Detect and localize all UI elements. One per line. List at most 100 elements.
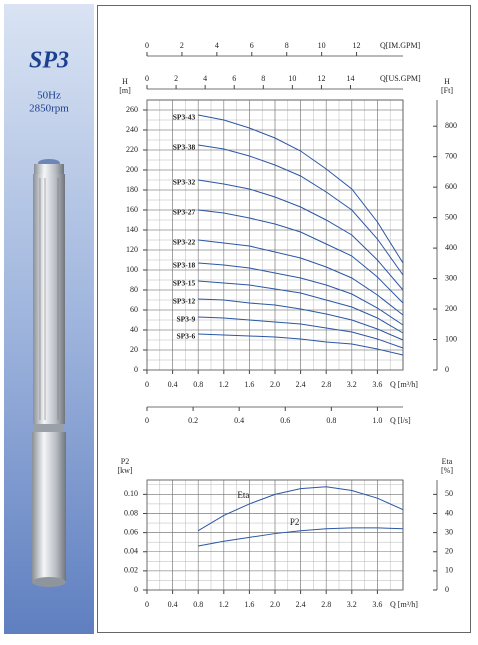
y2-tick-label: 700: [445, 152, 457, 161]
extra-x-tick-label: 2: [174, 74, 178, 83]
extra-x-axis-label: Q [l/s]: [390, 416, 411, 425]
extra-x-tick-label: 4: [203, 74, 207, 83]
x-tick-label: 1.6: [244, 600, 254, 609]
y2-tick-label: 10: [445, 566, 453, 575]
speed: 2850rpm: [29, 103, 69, 115]
y-tick-label: 100: [126, 265, 138, 274]
model: SP3: [29, 48, 69, 74]
y2-tick-label: 20: [445, 547, 453, 556]
extra-x-axis-label: Q[US.GPM]: [380, 74, 421, 83]
extra-x-tick-label: 6: [232, 74, 236, 83]
y2-tick-label: 300: [445, 273, 457, 282]
y2-tick-label: 30: [445, 527, 453, 536]
x-tick-label: 3.2: [347, 600, 357, 609]
y-tick-label: 0.04: [124, 547, 138, 556]
y-tick-label: 80: [130, 285, 138, 294]
curve: [198, 179, 404, 291]
curve: [198, 280, 404, 334]
frequency: 50Hz: [37, 90, 61, 102]
curve: [198, 209, 404, 304]
x-axis-label: Q [m³/h]: [390, 600, 418, 609]
curve: [198, 262, 404, 326]
x-tick-label: 3.6: [372, 380, 382, 389]
curve: [198, 114, 404, 264]
extra-x-tick-label: 1.0: [372, 416, 382, 425]
x-tick-label: 1.2: [219, 380, 229, 389]
y2-axis-unit: [Ft]: [441, 86, 453, 95]
x-tick-label: 0.4: [168, 380, 178, 389]
y-tick-label: 0: [134, 585, 138, 594]
curve-label: SP3-18: [173, 261, 196, 270]
curve: [197, 486, 404, 532]
x-tick-label: 2.4: [296, 600, 306, 609]
extra-x-tick-label: 0.8: [326, 416, 336, 425]
y2-tick-label: 100: [445, 334, 457, 343]
extra-x-tick-label: 4: [215, 41, 219, 50]
x-axis-label: Q [m³/h]: [390, 380, 418, 389]
curve-label: SP3-38: [173, 143, 196, 152]
x-tick-label: 0: [145, 600, 149, 609]
curve: [198, 144, 404, 276]
y2-tick-label: 400: [445, 243, 457, 252]
y-tick-label: 120: [126, 245, 138, 254]
y2-tick-label: 0: [445, 365, 449, 374]
extra-x-tick-label: 2: [180, 41, 184, 50]
x-tick-label: 2.0: [270, 380, 280, 389]
x-tick-label: 0: [145, 380, 149, 389]
y2-tick-label: 800: [445, 121, 457, 130]
x-tick-label: 2.8: [321, 380, 331, 389]
y2-axis-label: Eta: [442, 457, 453, 466]
y-tick-label: 20: [130, 345, 138, 354]
pump-image: [32, 159, 66, 587]
curve-label: SP3-43: [173, 113, 196, 122]
x-tick-label: 1.2: [219, 600, 229, 609]
y-tick-label: 260: [126, 105, 138, 114]
y-axis-unit: [kw]: [117, 466, 132, 475]
x-tick-label: 1.6: [244, 380, 254, 389]
curve: [198, 333, 404, 356]
y-tick-label: 160: [126, 205, 138, 214]
x-tick-label: 3.6: [372, 600, 382, 609]
curve-label: SP3-22: [173, 238, 196, 247]
y2-tick-label: 200: [445, 304, 457, 313]
extra-x-tick-label: 0: [145, 41, 149, 50]
curve: [198, 527, 404, 547]
curve-label: SP3-15: [173, 279, 196, 288]
y2-tick-label: 0: [445, 585, 449, 594]
x-tick-label: 0.4: [168, 600, 178, 609]
extra-x-tick-label: 12: [317, 74, 325, 83]
chart-panel: [97, 5, 471, 633]
curve-label: P2: [290, 517, 300, 527]
y-tick-label: 220: [126, 145, 138, 154]
extra-x-tick-label: 6: [250, 41, 254, 50]
curve: [198, 239, 404, 316]
x-tick-label: 3.2: [347, 380, 357, 389]
y-tick-label: 0.08: [124, 508, 138, 517]
curve-label: SP3-12: [173, 297, 196, 306]
y2-axis-label: H: [444, 77, 450, 86]
extra-x-tick-label: 0.4: [234, 416, 244, 425]
curve-label: SP3-9: [176, 315, 195, 324]
curve: [198, 298, 404, 341]
curve: [198, 316, 404, 349]
y-axis-unit: [m]: [119, 86, 131, 95]
extra-x-tick-label: 0: [145, 74, 149, 83]
y-tick-label: 200: [126, 165, 138, 174]
y-tick-label: 240: [126, 125, 138, 134]
y2-tick-label: 50: [445, 489, 453, 498]
y2-tick-label: 500: [445, 212, 457, 221]
curve-label: SP3-32: [173, 178, 196, 187]
x-tick-label: 2.0: [270, 600, 280, 609]
y-tick-label: 140: [126, 225, 138, 234]
y-tick-label: 0.10: [124, 489, 138, 498]
x-tick-label: 2.8: [321, 600, 331, 609]
x-tick-label: 0.8: [193, 380, 203, 389]
extra-x-tick-label: 0.6: [280, 416, 290, 425]
y-tick-label: 60: [130, 305, 138, 314]
y-tick-label: 0.02: [124, 566, 138, 575]
y-tick-label: 180: [126, 185, 138, 194]
extra-x-tick-label: 8: [285, 41, 289, 50]
curve-label: Eta: [237, 490, 249, 500]
x-tick-label: 0.8: [193, 600, 203, 609]
